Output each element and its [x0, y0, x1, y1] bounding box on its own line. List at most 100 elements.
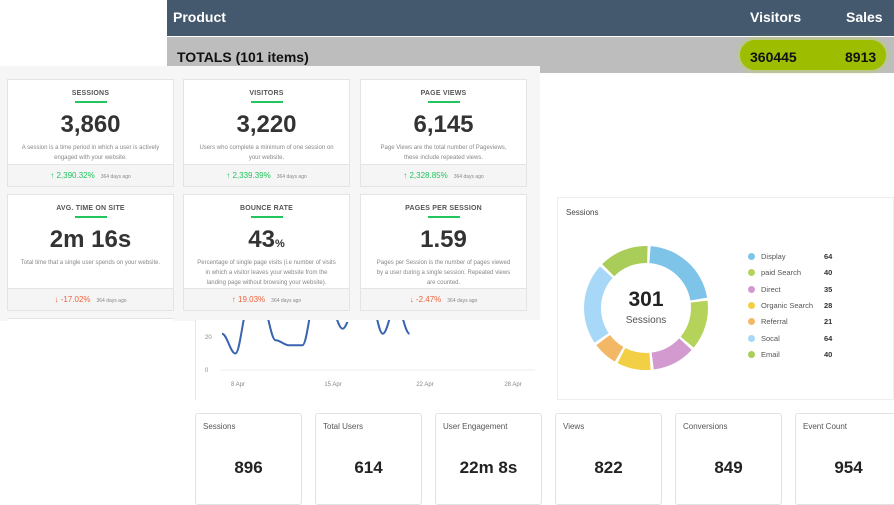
sessions-donut-card: Sessions 301 Sessions Display 64 paid Sear… — [557, 197, 894, 400]
arrow-up-icon: ↑ — [403, 171, 408, 180]
arrow-down-icon: ↓ — [409, 295, 414, 304]
kpi-description: Pages per Session is the number of pages… — [376, 260, 511, 286]
kpi-footer: ↑ 2,328.85% 364 days ago — [361, 164, 526, 186]
kpi-card: BOUNCE RATE 43% Percentage of single pag… — [183, 194, 350, 311]
metric-value: 22m 8s — [459, 458, 518, 477]
kpi-value: 43% — [184, 226, 349, 254]
kpi-number: 1.59 — [420, 226, 467, 253]
kpi-change: 19.03% — [238, 295, 266, 304]
totals-visitors: 360445 — [750, 49, 797, 65]
x-tick-label: 28 Apr — [504, 382, 521, 388]
legend-label: Organic Search — [761, 300, 814, 310]
legend-dot-icon — [748, 285, 755, 293]
kpi-number: 2m 16s — [49, 226, 132, 253]
kpi-description: Percentage of single page visits (i.e nu… — [197, 260, 336, 286]
donut-slice-socal[interactable] — [584, 266, 613, 343]
arrow-down-icon: ↓ — [54, 295, 59, 304]
donut-slice-email[interactable] — [602, 246, 648, 277]
legend-value: 21 — [824, 317, 833, 327]
kpi-value: 2m 16s — [8, 226, 173, 254]
kpi-footer: ↓ -2.47% 364 days ago — [361, 288, 526, 310]
title-underline — [427, 216, 460, 218]
kpi-ago: 364 days ago — [96, 298, 127, 304]
legend-label: Email — [761, 349, 780, 359]
legend-value: 35 — [824, 284, 833, 294]
legend-item[interactable]: Email 40 — [748, 349, 832, 359]
legend-dot-icon — [748, 318, 755, 326]
kpi-footer: ↑ 19.03% 364 days ago — [184, 288, 349, 310]
donut-center-label: Sessions — [625, 315, 667, 326]
table-header: Product Visitors Sales — [167, 0, 894, 36]
kpi-description: Total time that a single user spends on … — [20, 260, 161, 266]
legend-value: 40 — [824, 349, 833, 359]
card-edge — [7, 318, 174, 322]
totals-label: TOTALS (101 items) — [177, 49, 309, 65]
kpi-card: PAGE VIEWS 6,145 Page Views are the tota… — [360, 79, 527, 187]
kpi-ago: 364 days ago — [453, 174, 484, 180]
legend-item[interactable]: Socal 64 — [748, 333, 832, 343]
kpi-description: A session is a time period in which a us… — [21, 145, 160, 161]
column-visitors[interactable]: Visitors — [750, 9, 802, 25]
kpi-change: 2,390.32% — [56, 171, 95, 180]
kpi-change: -2.47% — [415, 295, 442, 304]
kpi-card: AVG. TIME ON SITE 2m 16s Total time that… — [7, 194, 174, 311]
title-underline — [250, 216, 283, 218]
y-tick-label: 0 — [205, 368, 209, 374]
donut-slice-direct[interactable] — [651, 338, 692, 370]
title-underline — [74, 101, 107, 103]
donut-slice-paid-search[interactable] — [680, 300, 708, 348]
legend-dot-icon — [748, 334, 755, 342]
kpi-title: VISITORS — [249, 90, 284, 97]
kpi-footer: ↓ -17.02% 364 days ago — [8, 288, 173, 310]
metric-label: Total Users — [323, 422, 364, 431]
kpi-number: 43 — [248, 226, 275, 253]
donut-center-value: 301 — [628, 288, 664, 311]
legend-value: 28 — [824, 300, 833, 310]
column-sales[interactable]: Sales — [846, 9, 883, 25]
kpi-unit: % — [274, 238, 285, 250]
legend-item[interactable]: paid Search 40 — [748, 268, 832, 278]
y-tick-label: 20 — [205, 335, 212, 341]
column-product[interactable]: Product — [173, 9, 226, 25]
donut-slice-display[interactable] — [649, 246, 708, 301]
legend-item[interactable]: Referral 21 — [748, 317, 832, 326]
metric-value: 849 — [714, 458, 743, 477]
kpi-card: VISITORS 3,220 Users who complete a mini… — [183, 79, 350, 187]
kpi-number: 3,860 — [60, 111, 121, 138]
metric-label: Sessions — [203, 422, 236, 431]
metric-card: User Engagement 22m 8s — [435, 413, 542, 505]
legend-item[interactable]: Display 64 — [748, 252, 832, 261]
kpi-ago: 364 days ago — [447, 298, 478, 304]
kpi-description: Page Views are the total number of Pagev… — [380, 145, 507, 161]
kpi-card: SESSIONS 3,860 A session is a time perio… — [7, 79, 174, 187]
legend-value: 40 — [824, 268, 833, 278]
donut-slice-referral[interactable] — [596, 334, 624, 362]
metric-label: Event Count — [803, 422, 848, 431]
donut-title: Sessions — [566, 208, 599, 217]
legend-label: Display — [761, 252, 786, 261]
totals-highlight — [740, 40, 886, 70]
arrow-up-icon: ↑ — [226, 171, 231, 180]
kpi-title: SESSIONS — [71, 90, 110, 97]
x-tick-label: 15 Apr — [324, 382, 341, 388]
legend-value: 64 — [824, 252, 833, 261]
legend-value: 64 — [824, 333, 833, 343]
legend-label: paid Search — [761, 268, 802, 278]
metric-card: Total Users 614 — [315, 413, 422, 505]
donut-slice-organic-search[interactable] — [617, 347, 651, 370]
title-underline — [74, 216, 107, 218]
legend-item[interactable]: Direct 35 — [748, 285, 832, 294]
kpi-description: Users who complete a minimum of one sess… — [199, 145, 334, 161]
kpi-title: PAGES PER SESSION — [405, 205, 482, 212]
arrow-up-icon: ↑ — [50, 171, 55, 180]
kpi-title: PAGE VIEWS — [420, 90, 467, 97]
legend-dot-icon — [748, 301, 755, 309]
legend-label: Socal — [761, 333, 780, 343]
metric-value: 822 — [594, 458, 623, 477]
totals-sales: 8913 — [845, 49, 877, 65]
metric-card: Event Count 954 — [795, 413, 894, 505]
legend-item[interactable]: Organic Search 28 — [748, 300, 832, 310]
metric-label: User Engagement — [443, 422, 508, 431]
title-underline — [427, 101, 460, 103]
kpi-value: 3,860 — [8, 111, 173, 139]
